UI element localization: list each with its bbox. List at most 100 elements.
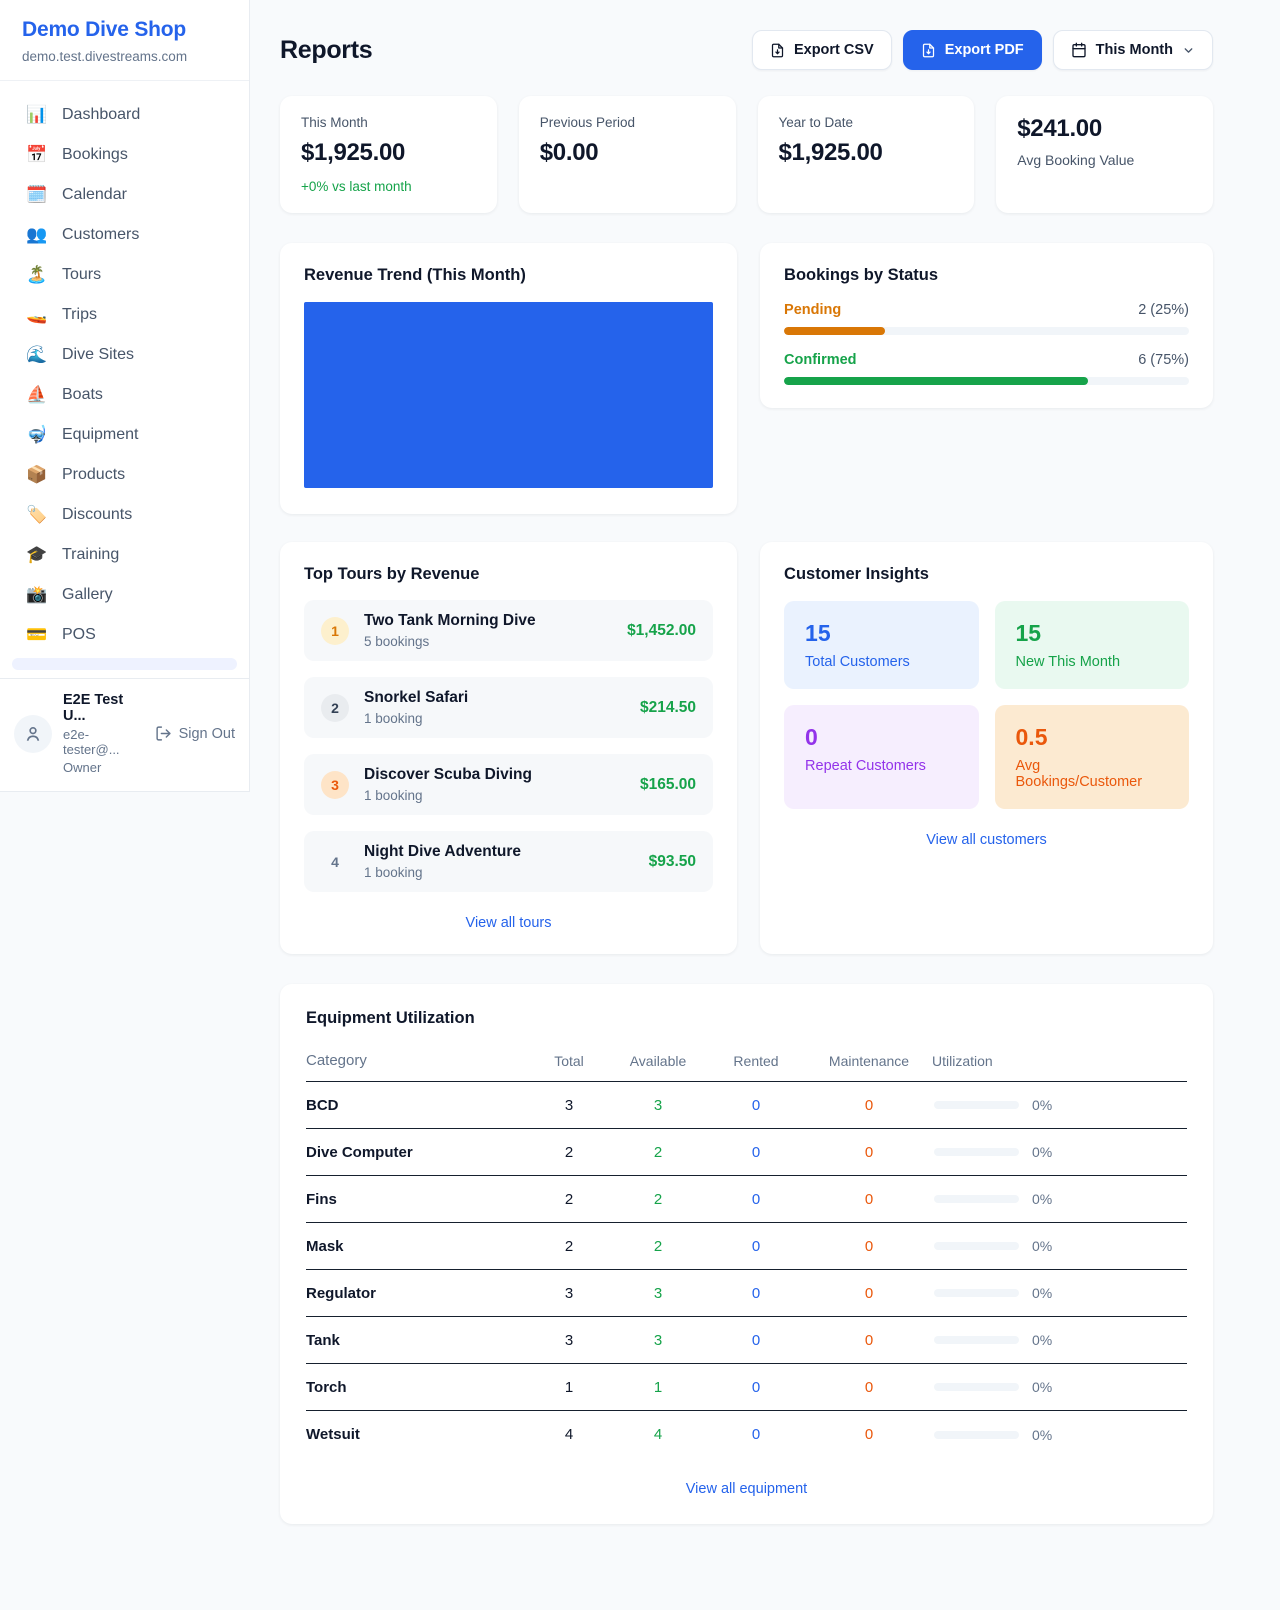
period-label: This Month (1095, 42, 1173, 58)
cell-category: Tank (306, 1331, 340, 1349)
user-section: E2E Test U... e2e-tester@... Owner Sign … (0, 678, 249, 791)
cell-utilization: 0% (932, 1144, 1187, 1160)
tile-label: Total Customers (805, 654, 910, 670)
utilization-bar (934, 1242, 1019, 1250)
table-row: Mask 2 2 0 0 0% (306, 1223, 1187, 1270)
stat-value: $241.00 (1017, 115, 1102, 142)
status-label: Pending (784, 302, 842, 318)
period-dropdown[interactable]: This Month (1052, 30, 1213, 70)
sidebar-item-equipment[interactable]: 🤿 Equipment (0, 415, 249, 455)
status-label: Confirmed (784, 352, 857, 368)
tile-value: 0.5 (1015, 724, 1048, 750)
tour-revenue: $214.50 (640, 698, 697, 716)
cell-category: Regulator (306, 1284, 377, 1302)
tile-label: Avg Bookings/Customer (1015, 758, 1143, 790)
cell-utilization: 0% (932, 1379, 1187, 1395)
cell-rented: 0 (751, 1284, 761, 1302)
tour-info: Two Tank Morning Dive 5 bookings (364, 612, 536, 649)
tour-name: Night Dive Adventure (364, 843, 522, 860)
sign-out-button[interactable]: Sign Out (155, 725, 235, 742)
sidebar-item-boats[interactable]: ⛵ Boats (0, 375, 249, 415)
shop-name: Demo Dive Shop (22, 18, 187, 41)
cell-category: BCD (306, 1096, 339, 1114)
user-info: E2E Test U... e2e-tester@... Owner (63, 692, 144, 775)
cell-total: 2 (564, 1143, 574, 1161)
tour-info: Snorkel Safari 1 booking (364, 689, 468, 726)
cell-category: Wetsuit (306, 1426, 360, 1443)
tour-row: 4 Night Dive Adventure 1 booking $93.50 (304, 831, 714, 892)
tour-info: Discover Scuba Diving 1 booking (364, 766, 532, 803)
sidebar-item-training[interactable]: 🎓 Training (0, 535, 249, 575)
tour-revenue: $165.00 (640, 775, 697, 793)
sidebar-item-pos[interactable]: 💳 POS (0, 615, 249, 655)
bookings-icon: 📅 (26, 145, 48, 164)
calendar-icon (1072, 42, 1086, 58)
view-all-equipment-link[interactable]: View all equipment (685, 1481, 808, 1497)
avatar (14, 714, 52, 753)
sidebar-item-label: Customers (62, 226, 140, 243)
cell-rented: 0 (751, 1378, 761, 1396)
tile-value: 15 (805, 620, 831, 646)
sidebar-item-dashboard[interactable]: 📊 Dashboard (0, 95, 249, 135)
cell-utilization: 0% (932, 1427, 1187, 1443)
top-tours-title: Top Tours by Revenue (304, 565, 480, 583)
utilization-bar (934, 1336, 1019, 1344)
sidebar-item-discounts[interactable]: 🏷️ Discounts (0, 495, 249, 535)
view-all-tours-link[interactable]: View all tours (465, 915, 552, 931)
table-row: BCD 3 3 0 0 0% (306, 1082, 1187, 1129)
cell-category: Torch (306, 1378, 347, 1396)
tile-value: 0 (805, 724, 818, 750)
top-tours-card: Top Tours by Revenue 1 Two Tank Morning … (280, 542, 738, 954)
tour-revenue: $93.50 (648, 852, 697, 870)
user-email: e2e-tester@... (63, 727, 120, 757)
user-name: E2E Test U... (63, 692, 124, 724)
view-all-customers-link[interactable]: View all customers (926, 832, 1047, 848)
cell-total: 1 (564, 1378, 574, 1396)
sidebar-item-label: POS (62, 626, 96, 643)
table-row: Dive Computer 2 2 0 0 0% (306, 1129, 1187, 1176)
cell-available: 3 (653, 1284, 663, 1302)
cell-maintenance: 0 (864, 1190, 874, 1208)
status-row-pending: Pending 2 (25%) (784, 302, 1189, 335)
utilization-bar (934, 1430, 1019, 1439)
export-csv-button[interactable]: Export CSV (751, 30, 892, 70)
stat-label: Avg Booking Value (1017, 152, 1135, 168)
sidebar-item-dive-sites[interactable]: 🌊 Dive Sites (0, 335, 249, 375)
sidebar-item-label: Dive Sites (62, 346, 135, 363)
sidebar-item-reports-active-partial[interactable] (12, 658, 237, 670)
sidebar-item-label: Trips (62, 306, 97, 323)
sidebar-item-label: Tours (62, 266, 102, 283)
cell-maintenance: 0 (864, 1331, 874, 1349)
stat-delta: +0% vs last month (301, 179, 412, 194)
tile-label: Repeat Customers (805, 758, 926, 774)
sidebar-item-products[interactable]: 📦 Products (0, 455, 249, 495)
utilization-bar (934, 1101, 1019, 1109)
tile-label: New This Month (1015, 654, 1121, 670)
sidebar-item-tours[interactable]: 🏝️ Tours (0, 255, 249, 295)
cell-total: 2 (564, 1237, 574, 1255)
sidebar-item-customers[interactable]: 👥 Customers (0, 215, 249, 255)
table-header-row: Category Total Available Rented Maintena… (306, 1040, 1187, 1082)
rank-badge: 4 (331, 853, 339, 870)
insights-row: Top Tours by Revenue 1 Two Tank Morning … (280, 542, 1213, 954)
sidebar-item-trips[interactable]: 🚤 Trips (0, 295, 249, 335)
sidebar-item-label: Boats (62, 386, 103, 403)
progress-track (784, 327, 1189, 335)
cell-total: 3 (564, 1284, 574, 1302)
sidebar-item-calendar[interactable]: 🗓️ Calendar (0, 175, 249, 215)
rank-badge: 1 (321, 616, 349, 645)
tour-row: 1 Two Tank Morning Dive 5 bookings $1,45… (304, 600, 714, 661)
export-pdf-button[interactable]: Export PDF (902, 30, 1042, 70)
stat-card-avg-booking-value: $241.00 Avg Booking Value (996, 96, 1213, 213)
sidebar-item-gallery[interactable]: 📸 Gallery (0, 575, 249, 615)
sidebar-item-label: Gallery (62, 586, 113, 603)
sidebar-item-bookings[interactable]: 📅 Bookings (0, 135, 249, 175)
sign-out-label: Sign Out (178, 725, 235, 742)
utilization-bar (934, 1289, 1019, 1297)
cell-rented: 0 (751, 1426, 761, 1443)
cell-available: 3 (653, 1331, 663, 1349)
cell-maintenance: 0 (864, 1143, 874, 1161)
discounts-icon: 🏷️ (26, 505, 48, 524)
cell-available: 1 (653, 1378, 663, 1396)
column-header: Utilization (932, 1052, 993, 1069)
